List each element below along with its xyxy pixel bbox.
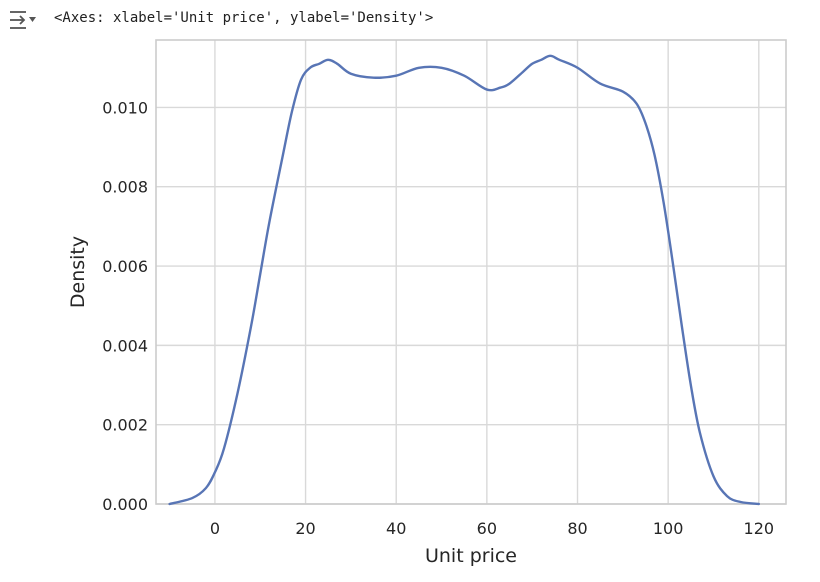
density-line xyxy=(168,54,761,506)
x-axis-label: Unit price xyxy=(425,545,517,567)
axes-repr-text: <Axes: xlabel='Unit price', ylabel='Dens… xyxy=(54,10,434,26)
y-axis-label: Density xyxy=(67,236,89,308)
y-tick-label: 0.010 xyxy=(102,98,148,117)
y-tick-label: 0.002 xyxy=(102,416,148,435)
y-tick-label: 0.004 xyxy=(102,336,148,355)
cell-output-header: <Axes: xlabel='Unit price', ylabel='Dens… xyxy=(0,0,820,38)
plot-frame xyxy=(155,39,787,505)
x-tick-label: 40 xyxy=(386,519,406,538)
y-tick-label: 0.000 xyxy=(102,495,148,514)
x-tick-label: 60 xyxy=(477,519,497,538)
output-collapse-icon[interactable] xyxy=(8,9,38,31)
x-tick-label: 120 xyxy=(744,519,775,538)
y-tick-label: 0.006 xyxy=(102,257,148,276)
y-tick-labels: 0.000 0.002 0.004 0.006 0.008 0.010 xyxy=(102,98,148,514)
x-tick-label: 80 xyxy=(567,519,587,538)
x-tick-label: 20 xyxy=(295,519,315,538)
x-tick-labels: 0 20 40 60 80 100 120 xyxy=(210,519,774,538)
x-tick-label: 100 xyxy=(653,519,684,538)
x-tick-label: 0 xyxy=(210,519,220,538)
y-tick-label: 0.008 xyxy=(102,178,148,197)
grid-layer xyxy=(156,40,786,505)
